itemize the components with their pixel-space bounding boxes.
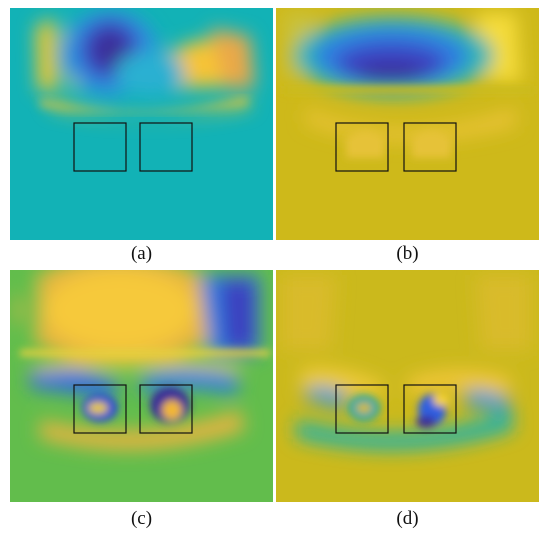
panel-caption-a: (a): [130, 243, 153, 264]
field-map-panel-a: [10, 8, 273, 240]
region-box-left: [335, 384, 389, 434]
region-box-right: [403, 122, 457, 172]
region-box-right: [403, 384, 457, 434]
region-box-left: [335, 122, 389, 172]
panel-caption-b: (b): [396, 243, 419, 264]
region-box-right: [139, 384, 193, 434]
field-map-panel-b: [276, 8, 539, 240]
panel-caption-c: (c): [130, 508, 153, 529]
field-map-panel-c: [10, 270, 273, 502]
region-box-right: [139, 122, 193, 172]
field-map-panel-d: [276, 270, 539, 502]
panel-caption-d: (d): [396, 508, 419, 529]
region-box-left: [73, 122, 127, 172]
region-box-left: [73, 384, 127, 434]
